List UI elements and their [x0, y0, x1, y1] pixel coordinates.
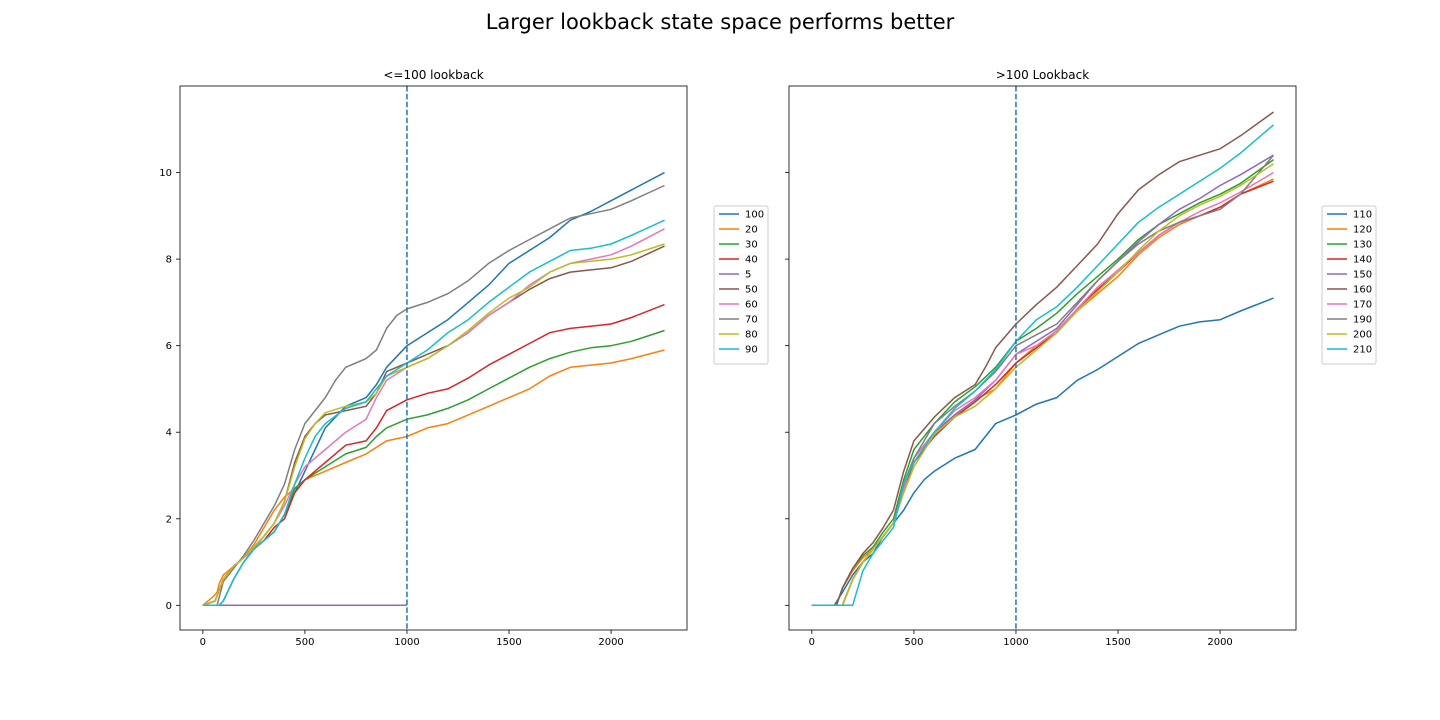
legend-label-90: 90 [745, 345, 758, 356]
series-line-130 [811, 158, 1274, 607]
plot-frame [179, 85, 688, 631]
x-tick-label: 1500 [496, 637, 521, 648]
legend-label-120: 120 [1353, 225, 1372, 236]
series-line-90 [202, 219, 665, 607]
legend-label-5: 5 [745, 270, 751, 281]
x-tick-label: 2000 [1207, 637, 1232, 648]
legend-box [1321, 205, 1377, 365]
right-chart-panel: >100 Lookback 0 500 1000 1500 2000 110 120 130 14… [785, 68, 1377, 648]
legend-label-70: 70 [745, 315, 758, 326]
x-tick-label: 0 [809, 637, 815, 648]
series-line-100 [202, 171, 665, 607]
y-tick-label: 10 [159, 168, 172, 179]
legend-label-160: 160 [1353, 285, 1372, 296]
legend-label-170: 170 [1353, 300, 1372, 311]
legend-label-150: 150 [1353, 270, 1372, 281]
legend-label-200: 200 [1353, 330, 1372, 341]
x-tick-label: 500 [295, 637, 314, 648]
series-line-160 [811, 111, 1274, 607]
series-line-20 [202, 349, 665, 606]
legend-label-80: 80 [745, 330, 758, 341]
legend-box [713, 205, 769, 365]
x-tick-label: 500 [904, 637, 923, 648]
y-tick-label: 2 [166, 514, 172, 525]
legend-label-60: 60 [745, 300, 758, 311]
chart-title: <=100 lookback [383, 68, 483, 82]
chart-title: >100 Lookback [996, 68, 1089, 82]
x-tick-label: 1000 [1003, 637, 1028, 648]
x-tick-label: 2000 [598, 637, 623, 648]
series-line-110 [811, 297, 1274, 607]
legend-label-20: 20 [745, 225, 758, 236]
legend: 100 20 30 40 5 50 60 70 80 90 [713, 205, 769, 365]
y-tick-label: 8 [166, 255, 172, 266]
y-tick-label: 4 [166, 428, 172, 439]
legend-label-30: 30 [745, 240, 758, 251]
legend-label-40: 40 [745, 255, 758, 266]
legend-label-50: 50 [745, 285, 758, 296]
series-line-40 [202, 303, 665, 607]
plot-frame [788, 85, 1297, 631]
figure-title: Larger lookback state space performs bet… [486, 10, 955, 34]
legend-label-130: 130 [1353, 240, 1372, 251]
series-line-80 [202, 243, 665, 607]
legend-label-210: 210 [1353, 345, 1372, 356]
series-line-120 [811, 178, 1274, 607]
series-line-30 [202, 329, 665, 607]
legend-label-190: 190 [1353, 315, 1372, 326]
legend: 110 120 130 140 150 160 170 190 200 210 [1321, 205, 1377, 365]
x-tick-label: 1500 [1105, 637, 1130, 648]
x-tick-label: 1000 [394, 637, 419, 648]
left-chart-panel: <=100 lookback 0 500 1000 1500 2000 0 2 4 6 8 10 100… [159, 68, 769, 648]
series-line-60 [202, 228, 665, 607]
legend-label-140: 140 [1353, 255, 1372, 266]
series-line-70 [202, 184, 665, 607]
x-tick-label: 0 [200, 637, 206, 648]
series-line-200 [811, 163, 1274, 607]
legend-label-100: 100 [745, 210, 764, 221]
legend-label-110: 110 [1353, 210, 1372, 221]
y-tick-label: 6 [166, 341, 172, 352]
y-tick-label: 0 [166, 601, 172, 612]
series-line-210 [811, 124, 1274, 607]
series-line-140 [811, 180, 1274, 607]
